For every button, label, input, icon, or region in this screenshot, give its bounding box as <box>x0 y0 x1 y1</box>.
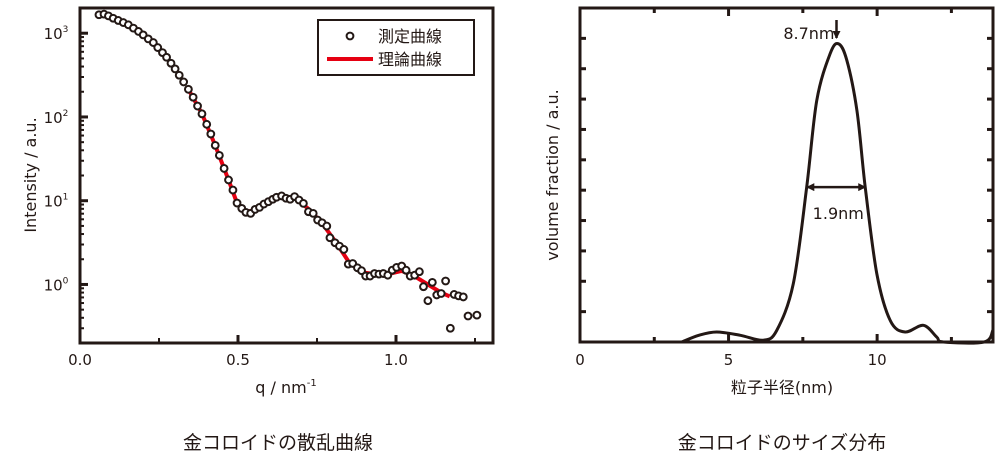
x-tick-label: 10 <box>868 351 887 369</box>
measured-point <box>458 292 468 302</box>
measured-point <box>193 101 202 111</box>
left-x-tick-labels: 0.0 0.5 1.0 <box>68 351 408 369</box>
left-y-axis-title: Intensity / a.u. <box>21 117 40 232</box>
measured-point <box>232 198 242 208</box>
measured-point <box>423 296 433 306</box>
x-tick-label: 0.0 <box>68 351 92 369</box>
measured-point <box>414 267 424 277</box>
measured-point <box>162 52 171 62</box>
x-tick-label: 5 <box>724 351 734 369</box>
measured-point <box>197 109 207 119</box>
size-distribution-chart: 0 5 10 粒子半径(nm) volume fraction / a.u. 8.7… <box>543 6 995 454</box>
measured-point <box>224 175 233 185</box>
right-caption: 金コロイドのサイズ分布 <box>678 432 886 454</box>
measured-point <box>202 119 212 129</box>
measured-point <box>441 276 451 286</box>
measured-point <box>427 277 437 287</box>
measured-point <box>339 245 349 254</box>
measured-point <box>183 84 193 94</box>
measured-point <box>299 198 308 208</box>
y-tick-label: 100 <box>44 276 69 294</box>
y-tick-label: 102 <box>44 109 69 127</box>
measured-point <box>322 221 332 231</box>
measured-point <box>219 164 229 173</box>
measured-points <box>94 9 482 333</box>
left-plot-frame <box>78 6 495 345</box>
x-tick-label: 1.0 <box>384 351 408 369</box>
right-y-axis-title: volume fraction / a.u. <box>543 89 562 261</box>
measured-point <box>179 77 189 87</box>
right-x-tick-labels: 0 5 10 <box>575 351 886 369</box>
measured-point <box>445 323 455 333</box>
measured-point <box>419 282 428 292</box>
fwhm-annotation: 1.9nm <box>813 204 864 223</box>
measured-point <box>401 265 411 275</box>
right-x-axis-title: 粒子半径(nm) <box>731 378 833 397</box>
x-tick-label: 0.5 <box>226 351 250 369</box>
measured-point <box>206 129 216 139</box>
legend-box <box>317 19 475 76</box>
scattering-chart: 0.0 0.5 1.0 100 101 102 103 q / nm-1 Intensit… <box>21 6 495 454</box>
theory-curve <box>186 88 451 299</box>
measured-point <box>210 140 220 150</box>
measured-point <box>170 64 180 74</box>
y-tick-label: 103 <box>44 25 69 43</box>
right-plot-frame <box>578 6 995 344</box>
peak-annotation: 8.7nm <box>783 24 834 43</box>
left-caption: 金コロイドの散乱曲線 <box>183 432 373 454</box>
distribution-curve <box>681 42 995 345</box>
legend-label-measured: 測定曲線 <box>378 27 442 46</box>
measured-point <box>166 58 176 68</box>
y-tick-label: 101 <box>44 193 69 211</box>
measured-point <box>174 70 184 80</box>
legend: 測定曲線 理論曲線 <box>317 19 475 76</box>
x-tick-label: 0 <box>575 351 585 369</box>
legend-label-theory: 理論曲線 <box>378 50 442 69</box>
measured-point <box>325 233 335 243</box>
measured-point <box>472 310 482 320</box>
measured-point <box>153 43 163 52</box>
legend-marker-measured <box>345 31 355 41</box>
left-y-tick-labels: 100 101 102 103 <box>44 25 69 294</box>
measured-point <box>214 150 224 160</box>
left-x-axis-title: q / nm-1 <box>255 378 316 397</box>
right-axis-ticks <box>578 8 993 342</box>
measured-point <box>228 185 238 195</box>
measured-point <box>308 208 318 218</box>
measured-point <box>463 311 473 321</box>
measured-point <box>436 289 446 298</box>
measured-point <box>188 92 198 102</box>
